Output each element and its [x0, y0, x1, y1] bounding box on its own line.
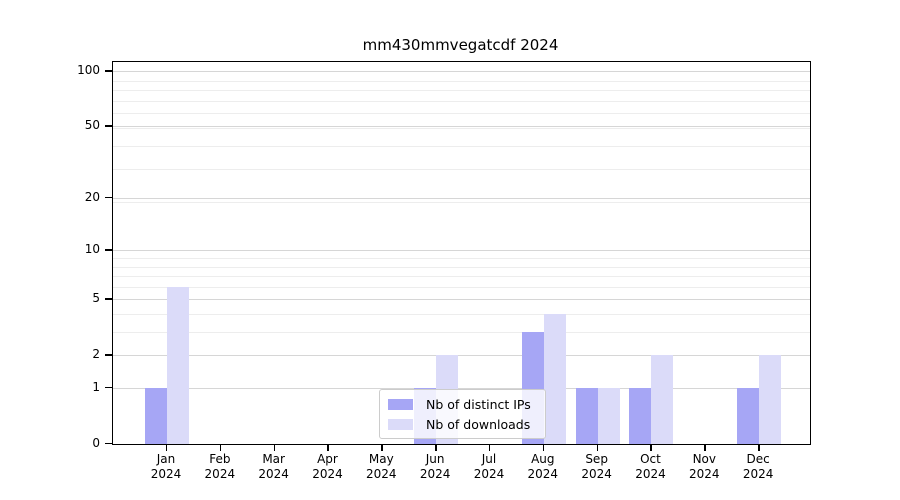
x-tick-label: Nov 2024	[689, 452, 720, 481]
x-tick-label: Jun 2024	[419, 452, 451, 481]
legend-entry: Nb of distinct IPs	[388, 395, 537, 415]
bar-downloads	[167, 286, 189, 444]
gridline-major	[113, 250, 810, 252]
y-tick-label: 50	[84, 118, 100, 133]
gridline-major	[113, 355, 810, 357]
gridline-minor	[113, 313, 810, 315]
y-tick-label: 0	[92, 436, 100, 450]
x-tick	[219, 444, 222, 452]
y-tick-label: 2	[92, 347, 100, 362]
legend-swatch	[388, 399, 413, 411]
x-tick	[542, 444, 545, 452]
x-tick-label: Apr 2024	[312, 452, 343, 481]
gridline-minor	[113, 127, 810, 129]
y-tick	[105, 249, 112, 251]
y-tick-label: 20	[84, 190, 100, 205]
gridline-minor	[113, 146, 810, 148]
x-tick	[273, 444, 276, 452]
y-tick-label: 5	[92, 291, 100, 306]
x-tick	[327, 444, 329, 452]
bar-distinct-ips	[575, 388, 598, 444]
gridline-minor	[113, 202, 810, 203]
legend-label: Nb of downloads	[426, 416, 531, 432]
x-tick-label: May 2024	[366, 452, 397, 481]
x-tick	[650, 444, 652, 452]
bar-distinct-ips	[145, 388, 167, 444]
x-tick	[488, 444, 491, 452]
y-tick	[105, 298, 112, 300]
gridline-minor	[113, 258, 810, 259]
x-tick-label: Dec 2024	[742, 452, 774, 481]
y-tick	[105, 70, 112, 72]
gridline-minor	[113, 266, 810, 268]
y-tick	[105, 125, 112, 127]
y-tick-label: 10	[84, 242, 100, 257]
gridline-minor	[113, 169, 810, 171]
y-tick	[105, 443, 112, 445]
x-tick-label: Mar 2024	[258, 452, 289, 481]
y-tick	[105, 387, 112, 389]
x-tick	[381, 444, 383, 452]
x-tick-label: Feb 2024	[204, 452, 236, 481]
gridline-minor	[113, 100, 810, 102]
gridline-minor	[113, 90, 810, 92]
x-tick-label: Sep 2024	[581, 452, 612, 481]
plot-area: Nb of distinct IPs Nb of downloads	[112, 61, 811, 445]
x-tick-label: Jul 2024	[473, 452, 505, 481]
x-tick-label: Oct 2024	[635, 452, 666, 481]
bar-distinct-ips	[737, 388, 760, 444]
legend-swatch	[388, 418, 413, 430]
gridline-major	[113, 71, 810, 73]
bar-downloads	[597, 388, 620, 444]
gridline-minor	[113, 276, 810, 278]
y-tick-label: 100	[77, 63, 100, 78]
gridline-major	[113, 198, 810, 200]
bar-downloads	[759, 355, 782, 444]
chart-title: mm430mmvegatcdf 2024	[362, 36, 559, 54]
x-tick-label: Jan 2024	[150, 452, 182, 481]
x-tick	[596, 444, 599, 452]
bar-downloads	[651, 355, 674, 444]
x-tick-label: Aug 2024	[527, 452, 559, 481]
gridline-minor	[113, 113, 810, 115]
x-tick	[704, 444, 706, 452]
gridline-minor	[113, 332, 810, 334]
gridline-minor	[113, 80, 810, 82]
legend-label: Nb of distinct IPs	[426, 397, 531, 413]
gridline-major	[113, 126, 810, 128]
gridline-major	[113, 388, 810, 389]
y-tick	[105, 197, 112, 199]
bar-downloads	[543, 313, 566, 444]
x-tick	[758, 444, 760, 452]
legend-entry: Nb of downloads	[388, 415, 537, 435]
gridline-minor	[113, 286, 810, 288]
legend: Nb of distinct IPs Nb of downloads	[379, 389, 546, 439]
gridline-major	[113, 299, 810, 301]
y-tick-label: 1	[92, 380, 100, 394]
x-tick	[166, 444, 168, 452]
y-tick	[105, 354, 112, 356]
bar-distinct-ips	[629, 388, 652, 444]
x-tick	[435, 444, 437, 452]
